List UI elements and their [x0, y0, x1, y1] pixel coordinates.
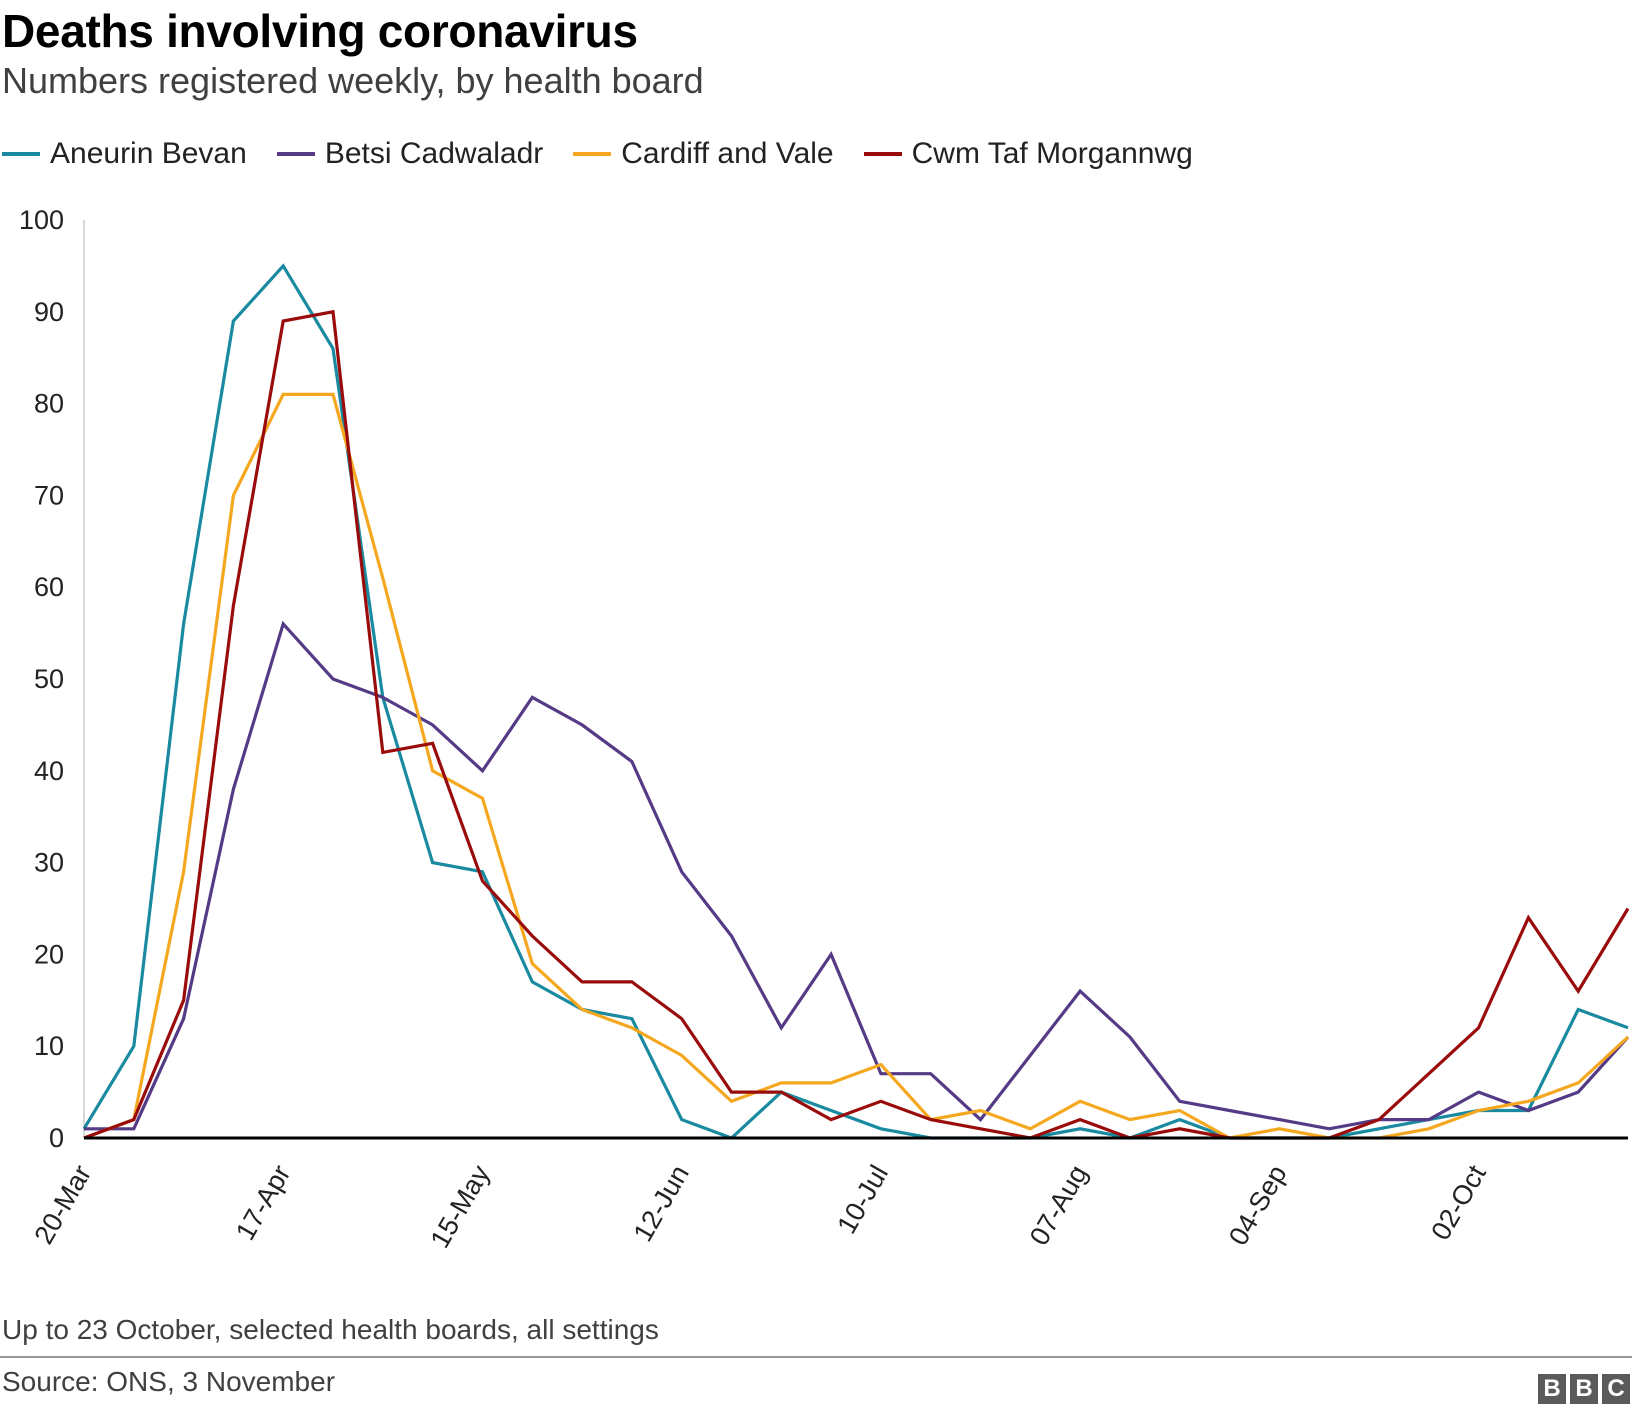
series-line-aneurin-bevan	[82, 263, 1629, 1140]
legend-label-cwm-taf-morgannwg: Cwm Taf Morgannwg	[911, 137, 1193, 170]
bbc-logo-block-2: B	[1570, 1374, 1598, 1404]
legend-item-cardiff-and-vale: Cardiff and Vale	[573, 137, 834, 171]
y-tick-label-100: 100	[19, 205, 64, 235]
chart-title: Deaths involving coronavirus	[2, 5, 638, 57]
y-tick-label-60: 60	[34, 572, 64, 602]
y-tick-label-50: 50	[34, 664, 64, 694]
legend-item-betsi-cadwaladr: Betsi Cadwaladr	[276, 137, 544, 171]
legend-label-betsi-cadwaladr: Betsi Cadwaladr	[324, 137, 544, 170]
bbc-logo-block-1: B	[1538, 1374, 1566, 1404]
x-tick-label-07-aug: 07-Aug	[1024, 1160, 1094, 1250]
y-tick-label-40: 40	[34, 756, 64, 786]
series-line-betsi-cadwaladr	[84, 620, 1630, 1131]
chart-subtitle: Numbers registered weekly, by health boa…	[2, 60, 704, 101]
series-line-cardiff-and-vale	[83, 392, 1630, 1140]
y-tick-label-30: 30	[34, 848, 64, 878]
legend-label-aneurin-bevan: Aneurin Bevan	[50, 137, 247, 170]
bbc-logo-block-3: C	[1602, 1374, 1630, 1404]
x-tick-label-02-oct: 02-Oct	[1425, 1160, 1492, 1246]
y-tick-label-10: 10	[34, 1031, 64, 1061]
bbc-logo: B B C	[1534, 1374, 1630, 1404]
legend-item-cwm-taf-morgannwg: Cwm Taf Morgannwg	[863, 137, 1193, 171]
chart-legend: Aneurin Bevan Betsi Cadwaladr Cardiff an…	[2, 134, 1223, 174]
x-tick-label-17-apr: 17-Apr	[230, 1160, 297, 1245]
legend-swatch-cardiff-and-vale	[573, 152, 612, 156]
legend-label-cardiff-and-vale: Cardiff and Vale	[621, 137, 834, 170]
legend-swatch-cwm-taf-morgannwg	[863, 152, 902, 156]
y-tick-label-0: 0	[49, 1123, 64, 1153]
x-tick-label-04-sep: 04-Sep	[1223, 1160, 1293, 1250]
line-chart: 0 10 20 30 40 50 60 70 80 90 100 20-Mar 17-Apr 15-May…	[19, 205, 1630, 1253]
x-tick-label-20-mar: 20-Mar	[28, 1160, 97, 1249]
x-tick-label-15-may: 15-May	[425, 1160, 496, 1253]
x-tick-label-12-jun: 12-Jun	[628, 1160, 695, 1247]
y-tick-label-70: 70	[34, 480, 64, 510]
y-tick-label-80: 80	[34, 389, 64, 419]
footer-divider	[0, 1356, 1632, 1358]
y-tick-label-20: 20	[34, 939, 64, 969]
legend-item-aneurin-bevan: Aneurin Bevan	[2, 137, 247, 171]
y-tick-label-90: 90	[34, 297, 64, 327]
chart-note: Up to 23 October, selected health boards…	[2, 1314, 659, 1345]
series-line-cwm-taf-morgannwg	[83, 309, 1630, 1140]
legend-swatch-betsi-cadwaladr	[276, 152, 315, 156]
x-tick-label-10-jul: 10-Jul	[831, 1160, 894, 1239]
legend-swatch-aneurin-bevan	[2, 152, 40, 156]
source-label: Source: ONS, 3 November	[2, 1366, 336, 1397]
